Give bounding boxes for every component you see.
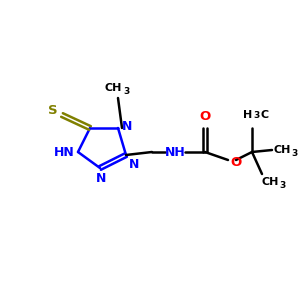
Text: 3: 3	[253, 110, 259, 119]
Text: HN: HN	[54, 146, 74, 158]
Text: S: S	[48, 103, 58, 116]
Text: O: O	[230, 155, 242, 169]
Text: 3: 3	[292, 148, 298, 158]
Text: CH: CH	[261, 177, 279, 187]
Text: O: O	[200, 110, 211, 124]
Text: C: C	[261, 110, 269, 120]
Text: N: N	[96, 172, 106, 184]
Text: H: H	[243, 110, 253, 120]
Text: 3: 3	[280, 181, 286, 190]
Text: CH: CH	[273, 145, 291, 155]
Text: 3: 3	[123, 86, 129, 95]
Text: N: N	[129, 158, 139, 170]
Text: N: N	[122, 119, 132, 133]
Text: CH: CH	[104, 83, 122, 93]
Text: NH: NH	[165, 146, 185, 158]
